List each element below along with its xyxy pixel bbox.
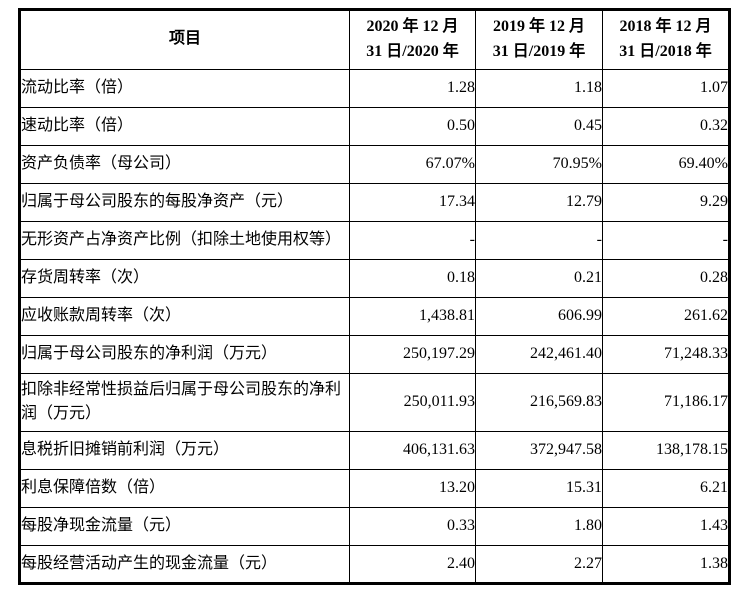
table-row-operating-cashflow-per-share: 每股经营活动产生的现金流量（元） 2.40 2.27 1.38 [19,545,730,585]
cell-value-2018: 1.43 [602,507,730,547]
table-row-ebitda: 息税折旧摊销前利润（万元） 406,131.63 372,947.58 138,… [19,431,730,471]
column-header-2018: 2018 年 12 月 31 日/2018 年 [602,9,730,70]
cell-value-2018: 1.38 [602,545,730,585]
table-body: 流动比率（倍） 1.28 1.18 1.07 速动比率（倍） 0.50 0.45… [19,68,730,585]
cell-value-2018: 69.40% [602,144,730,184]
row-label: 速动比率（倍） [19,106,350,146]
table-row-interest-coverage: 利息保障倍数（倍） 13.20 15.31 6.21 [19,469,730,509]
row-label: 资产负债率（母公司） [19,144,350,184]
cell-value-2019: 0.21 [475,258,603,298]
cell-value-2019: 606.99 [475,296,603,336]
cell-value-2019: 1.18 [475,68,603,108]
cell-value-2019: 372,947.58 [475,431,603,471]
cell-value-2020: - [349,220,476,260]
column-header-2019: 2019 年 12 月 31 日/2019 年 [475,9,603,70]
cell-value-2019: 2.27 [475,545,603,585]
header-row: 项目 2020 年 12 月 31 日/2020 年 2019 年 12 月 3… [19,9,730,70]
row-label: 每股经营活动产生的现金流量（元） [19,545,350,585]
cell-value-2019: 0.45 [475,106,603,146]
row-label: 无形资产占净资产比例（扣除土地使用权等） [19,220,350,260]
table-header: 项目 2020 年 12 月 31 日/2020 年 2019 年 12 月 3… [19,9,730,70]
row-label: 存货周转率（次） [19,258,350,298]
table-row-net-profit: 归属于母公司股东的净利润（万元） 250,197.29 242,461.40 7… [19,334,730,374]
row-label: 归属于母公司股东的净利润（万元） [19,334,350,374]
cell-value-2019: 70.95% [475,144,603,184]
cell-value-2020: 250,197.29 [349,334,476,374]
table-row-current-ratio: 流动比率（倍） 1.28 1.18 1.07 [19,68,730,108]
cell-value-2020: 250,011.93 [349,372,476,433]
table-row-quick-ratio: 速动比率（倍） 0.50 0.45 0.32 [19,106,730,146]
cell-value-2020: 67.07% [349,144,476,184]
row-label: 扣除非经常性损益后归属于母公司股东的净利润（万元） [19,372,350,433]
cell-value-2018: 71,186.17 [602,372,730,433]
row-label: 息税折旧摊销前利润（万元） [19,431,350,471]
cell-value-2020: 0.18 [349,258,476,298]
cell-value-2020: 1.28 [349,68,476,108]
cell-value-2020: 406,131.63 [349,431,476,471]
cell-value-2018: 261.62 [602,296,730,336]
cell-value-2018: 71,248.33 [602,334,730,374]
table-row-net-assets-per-share: 归属于母公司股东的每股净资产（元） 17.34 12.79 9.29 [19,182,730,222]
table-row-inventory-turnover: 存货周转率（次） 0.18 0.21 0.28 [19,258,730,298]
cell-value-2018: 1.07 [602,68,730,108]
row-label: 应收账款周转率（次） [19,296,350,336]
row-label: 归属于母公司股东的每股净资产（元） [19,182,350,222]
cell-value-2020: 17.34 [349,182,476,222]
table-row-net-profit-excl-nonrecurring: 扣除非经常性损益后归属于母公司股东的净利润（万元） 250,011.93 216… [19,372,730,433]
cell-value-2018: - [602,220,730,260]
cell-value-2018: 6.21 [602,469,730,509]
cell-value-2020: 1,438.81 [349,296,476,336]
cell-value-2018: 0.28 [602,258,730,298]
cell-value-2020: 13.20 [349,469,476,509]
cell-value-2019: 216,569.83 [475,372,603,433]
table-row-receivables-turnover: 应收账款周转率（次） 1,438.81 606.99 261.62 [19,296,730,336]
column-header-item: 项目 [19,9,350,70]
table-row-intangible-assets-ratio: 无形资产占净资产比例（扣除土地使用权等） - - - [19,220,730,260]
cell-value-2020: 0.33 [349,507,476,547]
cell-value-2020: 2.40 [349,545,476,585]
cell-value-2018: 0.32 [602,106,730,146]
table-row-net-cashflow-per-share: 每股净现金流量（元） 0.33 1.80 1.43 [19,507,730,547]
cell-value-2018: 9.29 [602,182,730,222]
cell-value-2019: - [475,220,603,260]
cell-value-2019: 15.31 [475,469,603,509]
cell-value-2019: 242,461.40 [475,334,603,374]
row-label: 每股净现金流量（元） [19,507,350,547]
row-label: 利息保障倍数（倍） [19,469,350,509]
financial-indicators-table: 项目 2020 年 12 月 31 日/2020 年 2019 年 12 月 3… [18,8,731,586]
cell-value-2019: 1.80 [475,507,603,547]
cell-value-2018: 138,178.15 [602,431,730,471]
table-row-debt-ratio: 资产负债率（母公司） 67.07% 70.95% 69.40% [19,144,730,184]
cell-value-2019: 12.79 [475,182,603,222]
row-label: 流动比率（倍） [19,68,350,108]
cell-value-2020: 0.50 [349,106,476,146]
column-header-2020: 2020 年 12 月 31 日/2020 年 [349,9,476,70]
